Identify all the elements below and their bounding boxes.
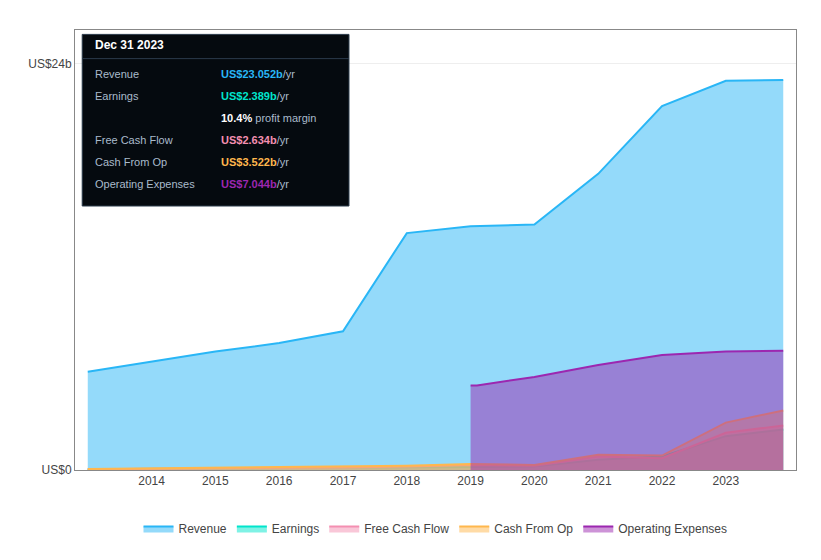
- svg-text:US$0: US$0: [42, 463, 72, 477]
- svg-text:Earnings: Earnings: [272, 522, 319, 536]
- svg-text:2014: 2014: [138, 474, 165, 488]
- svg-text:Dec 31 2023: Dec 31 2023: [95, 38, 164, 52]
- svg-text:2019: 2019: [457, 474, 484, 488]
- svg-text:US$3.522b/yr: US$3.522b/yr: [221, 156, 289, 168]
- svg-text:2023: 2023: [712, 474, 739, 488]
- svg-text:2018: 2018: [393, 474, 420, 488]
- svg-text:US$7.044b/yr: US$7.044b/yr: [221, 178, 289, 190]
- svg-text:10.4% profit margin: 10.4% profit margin: [221, 112, 316, 124]
- svg-text:2017: 2017: [330, 474, 357, 488]
- svg-text:US$23.052b/yr: US$23.052b/yr: [221, 68, 295, 80]
- svg-text:Earnings: Earnings: [95, 90, 139, 102]
- svg-text:US$2.634b/yr: US$2.634b/yr: [221, 134, 289, 146]
- svg-text:2020: 2020: [521, 474, 548, 488]
- svg-text:Free Cash Flow: Free Cash Flow: [95, 134, 173, 146]
- svg-text:Revenue: Revenue: [95, 68, 139, 80]
- svg-text:Cash From Op: Cash From Op: [494, 522, 573, 536]
- svg-text:Operating Expenses: Operating Expenses: [618, 522, 727, 536]
- svg-text:US$24b: US$24b: [28, 57, 72, 71]
- svg-text:US$2.389b/yr: US$2.389b/yr: [221, 90, 289, 102]
- svg-text:Free Cash Flow: Free Cash Flow: [364, 522, 449, 536]
- svg-text:2015: 2015: [202, 474, 229, 488]
- svg-text:2021: 2021: [585, 474, 612, 488]
- svg-text:Cash From Op: Cash From Op: [95, 156, 167, 168]
- svg-text:Operating Expenses: Operating Expenses: [95, 178, 195, 190]
- svg-text:2016: 2016: [266, 474, 293, 488]
- svg-text:2022: 2022: [649, 474, 676, 488]
- svg-text:Revenue: Revenue: [179, 522, 227, 536]
